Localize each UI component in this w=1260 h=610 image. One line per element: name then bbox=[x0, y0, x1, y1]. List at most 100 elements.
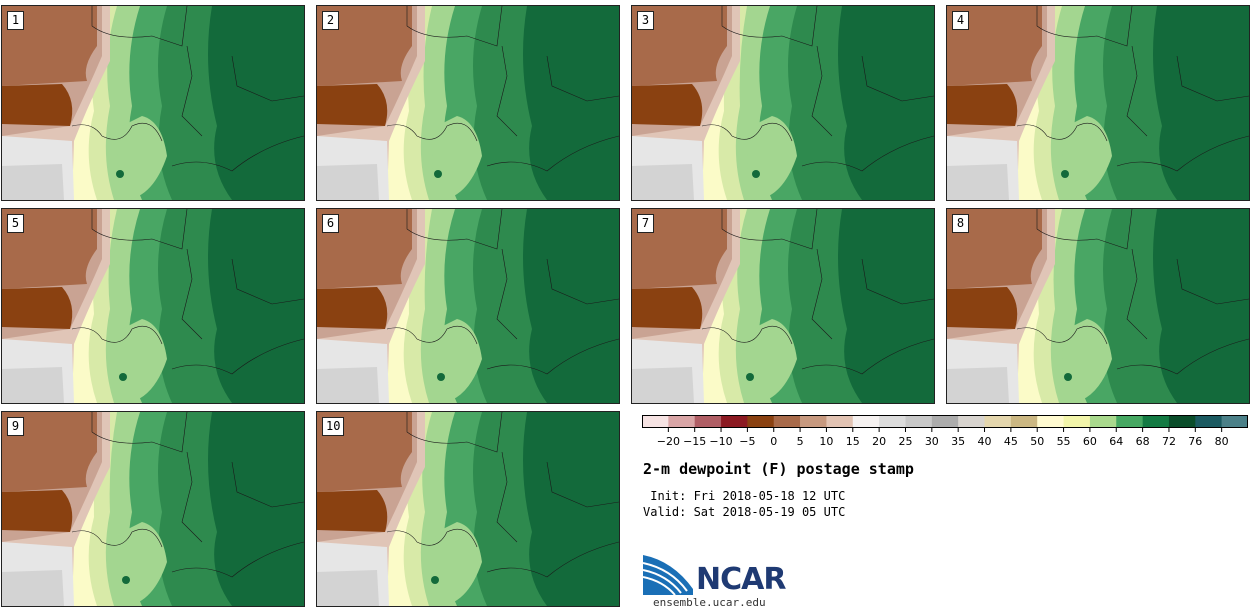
state-border bbox=[171, 135, 304, 172]
state-border bbox=[91, 412, 188, 453]
colorbar-tick-label: 50 bbox=[1030, 435, 1044, 448]
colorbar-swatch bbox=[773, 415, 801, 428]
member-number-label: 6 bbox=[322, 214, 339, 233]
ensemble-member-panel: 3 bbox=[631, 5, 935, 201]
member-number-label: 8 bbox=[952, 214, 969, 233]
ensemble-member-panel: 6 bbox=[316, 208, 620, 404]
ensemble-member-panel: 9 bbox=[1, 411, 305, 607]
member-number-label: 1 bbox=[7, 11, 24, 30]
dewpoint-map bbox=[317, 209, 619, 403]
state-border bbox=[701, 122, 793, 142]
state-border bbox=[181, 45, 203, 137]
valid-time: Valid: Sat 2018-05-19 05 UTC bbox=[643, 505, 846, 519]
colorbar-tick-label: 0 bbox=[770, 435, 777, 448]
state-border bbox=[171, 541, 304, 578]
member-number-label: 9 bbox=[7, 417, 24, 436]
state-border bbox=[546, 258, 619, 305]
state-border bbox=[811, 248, 833, 340]
map-title: 2-m dewpoint (F) postage stamp bbox=[643, 460, 914, 478]
state-border bbox=[406, 412, 503, 453]
colorbar-tick-label: −5 bbox=[739, 435, 755, 448]
colorbar-swatch bbox=[1010, 415, 1038, 428]
state-border bbox=[91, 209, 188, 250]
state-border bbox=[496, 451, 518, 543]
state-border bbox=[171, 338, 304, 375]
colorbar-tick-label: 35 bbox=[951, 435, 965, 448]
dewpoint-map bbox=[632, 6, 934, 200]
state-border bbox=[1176, 258, 1249, 305]
state-border bbox=[406, 6, 503, 47]
colorbar-swatch bbox=[642, 415, 669, 428]
state-border bbox=[701, 325, 793, 345]
dewpoint-map bbox=[2, 6, 304, 200]
colorbar-swatch bbox=[1063, 415, 1091, 428]
colorbar-swatch bbox=[931, 415, 959, 428]
colorbar-swatch bbox=[905, 415, 933, 428]
dewpoint-map bbox=[947, 6, 1249, 200]
state-border bbox=[71, 528, 163, 548]
member-number-label: 10 bbox=[322, 417, 345, 436]
state-border bbox=[1036, 209, 1133, 250]
colorbar-swatch bbox=[826, 415, 854, 428]
colorbar-swatch bbox=[747, 415, 775, 428]
dewpoint-map bbox=[947, 209, 1249, 403]
state-border bbox=[721, 6, 818, 47]
colorbar-tick-label: 30 bbox=[925, 435, 939, 448]
dewpoint-map bbox=[2, 412, 304, 606]
state-border bbox=[386, 528, 478, 548]
state-border bbox=[1016, 325, 1108, 345]
colorbar-swatch bbox=[1142, 415, 1170, 428]
colorbar-swatch bbox=[984, 415, 1012, 428]
colorbar-swatch bbox=[852, 415, 880, 428]
state-border bbox=[1036, 6, 1133, 47]
colorbar-swatch bbox=[1037, 415, 1064, 428]
state-border bbox=[1176, 55, 1249, 102]
colorbar-tick-label: 76 bbox=[1188, 435, 1202, 448]
state-border bbox=[1126, 45, 1148, 137]
state-border bbox=[91, 6, 188, 47]
colorbar-swatch bbox=[668, 415, 695, 428]
state-border bbox=[546, 461, 619, 508]
member-number-label: 4 bbox=[952, 11, 969, 30]
colorbar-swatch bbox=[721, 415, 748, 428]
state-border bbox=[861, 55, 934, 102]
state-border bbox=[1126, 248, 1148, 340]
member-number-label: 7 bbox=[637, 214, 654, 233]
colorbar-swatch bbox=[1116, 415, 1143, 428]
state-border bbox=[181, 248, 203, 340]
colorbar-swatch bbox=[879, 415, 906, 428]
colorbar-swatch bbox=[1195, 415, 1222, 428]
state-border bbox=[486, 135, 619, 172]
colorbar-tick-label: −10 bbox=[709, 435, 732, 448]
state-border bbox=[496, 45, 518, 137]
ensemble-member-panel: 8 bbox=[946, 208, 1250, 404]
state-border bbox=[801, 135, 934, 172]
dewpoint-map bbox=[2, 209, 304, 403]
state-border bbox=[546, 55, 619, 102]
state-border bbox=[71, 122, 163, 142]
member-number-label: 3 bbox=[637, 11, 654, 30]
site-url: ensemble.ucar.edu bbox=[653, 596, 766, 609]
state-border bbox=[406, 209, 503, 250]
ensemble-member-panel: 2 bbox=[316, 5, 620, 201]
colorbar-tick-label: 10 bbox=[819, 435, 833, 448]
dewpoint-map bbox=[317, 412, 619, 606]
ensemble-member-panel: 7 bbox=[631, 208, 935, 404]
state-border bbox=[181, 451, 203, 543]
state-border bbox=[231, 461, 304, 508]
ensemble-member-panel: 1 bbox=[1, 5, 305, 201]
state-border bbox=[486, 541, 619, 578]
state-border bbox=[861, 258, 934, 305]
colorbar-tick-label: 72 bbox=[1162, 435, 1176, 448]
colorbar: −20 −15 −10 −5 0 5 10 15 20 25 30 35 40 45 50 55 60 64 68 7… bbox=[642, 415, 1248, 448]
colorbar-tick-label: −15 bbox=[683, 435, 706, 448]
member-number-label: 5 bbox=[7, 214, 24, 233]
colorbar-tick-label: 15 bbox=[846, 435, 860, 448]
colorbar-swatch bbox=[1221, 415, 1248, 428]
colorbar-frame bbox=[642, 415, 1248, 428]
state-border bbox=[1116, 338, 1249, 375]
state-border bbox=[71, 325, 163, 345]
ncar-logo-text: NCAR bbox=[696, 562, 786, 597]
colorbar-swatch bbox=[694, 415, 722, 428]
ensemble-member-panel: 5 bbox=[1, 208, 305, 404]
